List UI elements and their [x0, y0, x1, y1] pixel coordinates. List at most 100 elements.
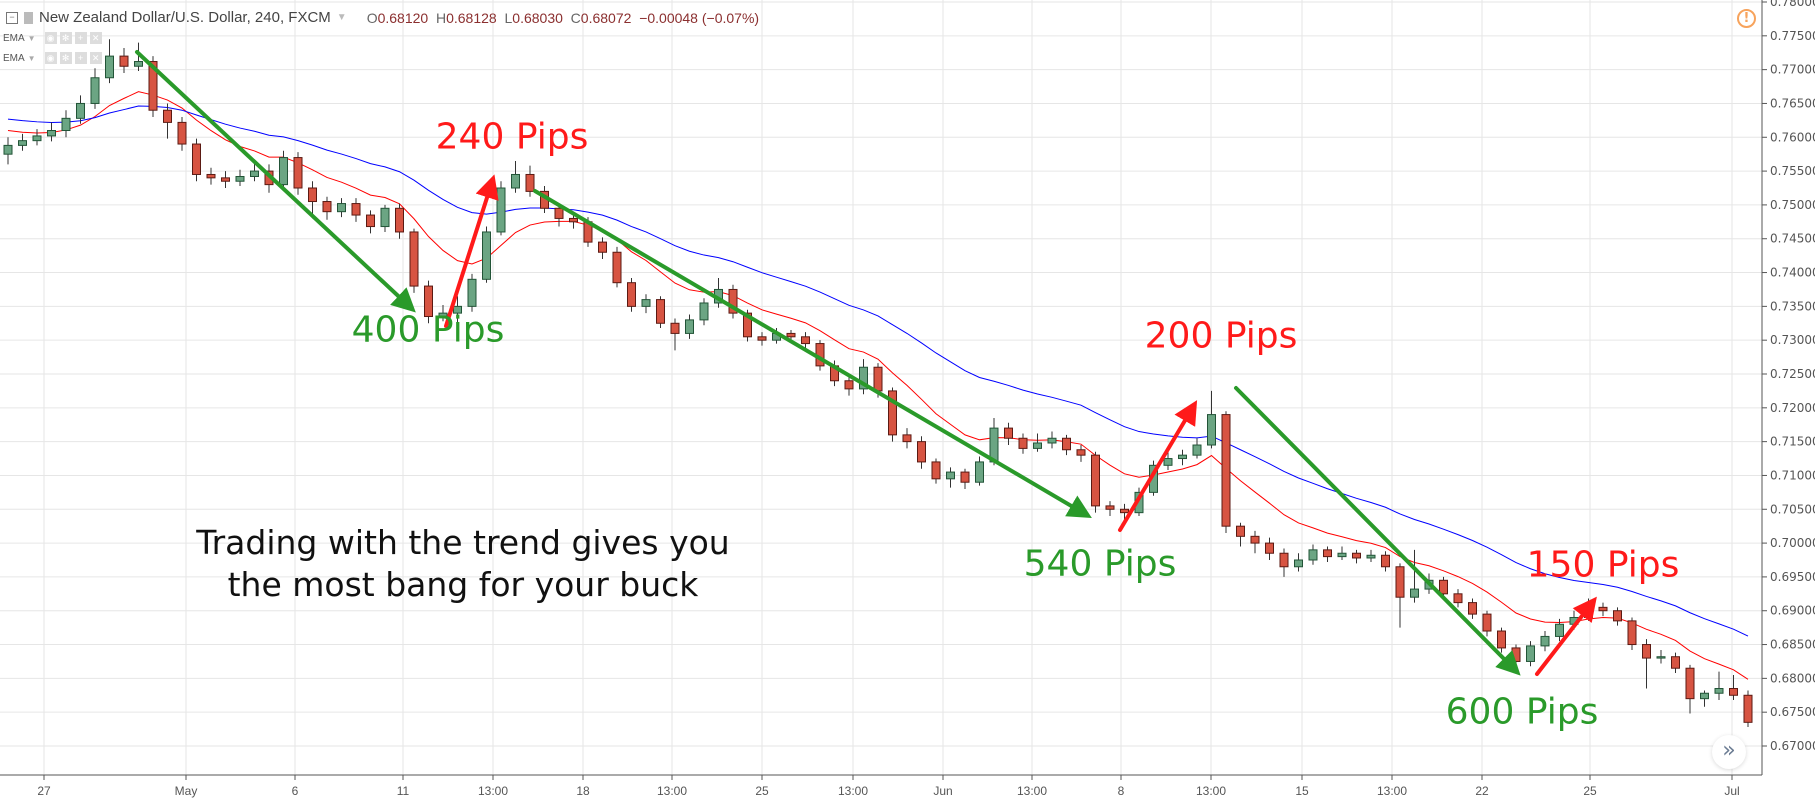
candle-body [1395, 566, 1405, 598]
candle-body [1033, 442, 1042, 449]
candle-body [308, 187, 317, 203]
candle-body [1627, 620, 1637, 646]
indicator-ema-2[interactable]: EMA ▼ ◉ ✻ + ✕ [3, 52, 102, 64]
double-chevron-right-icon[interactable]: » [1712, 735, 1746, 769]
chevron-down-icon[interactable]: ▼ [27, 53, 36, 63]
candle-body [627, 282, 636, 307]
x-tick-label: 13:00 [478, 784, 508, 798]
candle-body [1453, 593, 1463, 604]
candle-down [1279, 548, 1289, 577]
candle-up [946, 467, 955, 488]
down-arrow-540 [533, 189, 1092, 519]
indicator-label: EMA [3, 52, 25, 64]
candle-body [1366, 554, 1376, 559]
candle-body [612, 251, 622, 284]
y-tick-label: 0.70000 [1770, 536, 1815, 550]
candle-body [975, 461, 984, 483]
candle-body [1468, 602, 1477, 615]
x-tick-label: 13:00 [1017, 784, 1047, 798]
alert-circle-icon[interactable]: ! [1737, 9, 1756, 28]
collapse-icon[interactable]: − [6, 11, 18, 24]
y-tick-label: 0.72500 [1770, 367, 1815, 381]
indicator-ema-1[interactable]: EMA ▼ ◉ ✻ + ✕ [3, 32, 102, 44]
candle-up [482, 226, 491, 283]
candle-down [1685, 664, 1695, 714]
candle-body [119, 55, 129, 67]
label-540-pips: 540 Pips [1023, 543, 1177, 585]
candle-body [1250, 535, 1260, 544]
candle-body [1192, 444, 1202, 456]
up-arrow-240 [444, 174, 499, 328]
candle-body [873, 366, 883, 392]
close-icon[interactable]: ✕ [89, 52, 102, 64]
candle-body [917, 441, 926, 463]
candle-down [757, 332, 767, 346]
candle-down [888, 387, 897, 442]
candle-body [1714, 688, 1724, 694]
candle-body [1613, 610, 1622, 622]
candle-body [569, 217, 578, 223]
candle-body [438, 312, 448, 318]
candle-down [1076, 445, 1086, 462]
eye-icon[interactable]: ◉ [44, 52, 57, 64]
plus-icon[interactable]: + [74, 32, 87, 44]
candle-down [525, 165, 535, 197]
candle-down [1120, 503, 1129, 520]
candle-up [61, 110, 71, 138]
time-axis[interactable]: 27 May 6 11 13:00 18 13:00 25 13:00 Jun 13:00 8 13:0… [37, 775, 1740, 798]
chevron-down-icon[interactable]: ▼ [336, 12, 347, 23]
candle-up [105, 39, 114, 84]
candle-up [1178, 449, 1187, 466]
candle-up [1366, 549, 1376, 563]
candle-body [1381, 554, 1390, 568]
eye-icon[interactable]: ◉ [44, 32, 57, 44]
x-tick-label: 11 [397, 784, 410, 798]
label-240-pips: 240 Pips [435, 116, 589, 158]
candle-down [598, 237, 607, 260]
candle-up [1526, 641, 1535, 667]
candle-body [1656, 656, 1666, 659]
candles [3, 39, 1753, 728]
axes[interactable] [0, 0, 1763, 776]
price-axis[interactable]: 0.78000 0.77500 0.77000 0.76500 0.76000 0.755… [1762, 0, 1815, 753]
change-value: −0.00048 (−0.07%) [639, 9, 760, 26]
candle-body [32, 135, 42, 142]
x-tick-label: 25 [1583, 784, 1597, 798]
y-tick-label: 0.69500 [1770, 570, 1815, 584]
candle-body [1410, 588, 1419, 598]
candle-body [786, 332, 796, 338]
close-icon[interactable]: ✕ [89, 32, 102, 44]
candle-down [366, 210, 375, 234]
flag-icon [24, 11, 33, 24]
candle-body [801, 336, 810, 345]
candle-up [18, 133, 27, 151]
candle-down [1265, 537, 1274, 560]
candle-up [1033, 433, 1042, 452]
candle-down [206, 167, 216, 185]
candle-body [511, 173, 520, 189]
candle-body [1294, 559, 1303, 568]
candle-down [1613, 607, 1622, 626]
candle-body [888, 390, 897, 436]
gear-icon[interactable]: ✻ [59, 32, 72, 44]
symbol-title[interactable]: New Zealand Dollar/U.S. Dollar, 240, FXC… [39, 9, 331, 26]
candle-body [1018, 437, 1028, 449]
candle-body [1308, 549, 1318, 561]
candle-down [1018, 433, 1028, 454]
plus-icon[interactable]: + [74, 52, 87, 64]
candle-down [163, 103, 172, 139]
candle-body [685, 319, 694, 334]
candle-body [554, 207, 564, 219]
chevron-down-icon[interactable]: ▼ [27, 33, 36, 43]
candle-down [1236, 522, 1245, 547]
y-tick-label: 0.75000 [1770, 198, 1815, 212]
candle-down [917, 436, 926, 469]
candle-body [293, 157, 303, 189]
candle-body [656, 299, 665, 324]
candle-down [1352, 549, 1361, 564]
candle-body [177, 121, 187, 145]
candle-down [844, 375, 854, 396]
gear-icon[interactable]: ✻ [59, 52, 72, 64]
y-tick-label: 0.74000 [1770, 266, 1815, 280]
